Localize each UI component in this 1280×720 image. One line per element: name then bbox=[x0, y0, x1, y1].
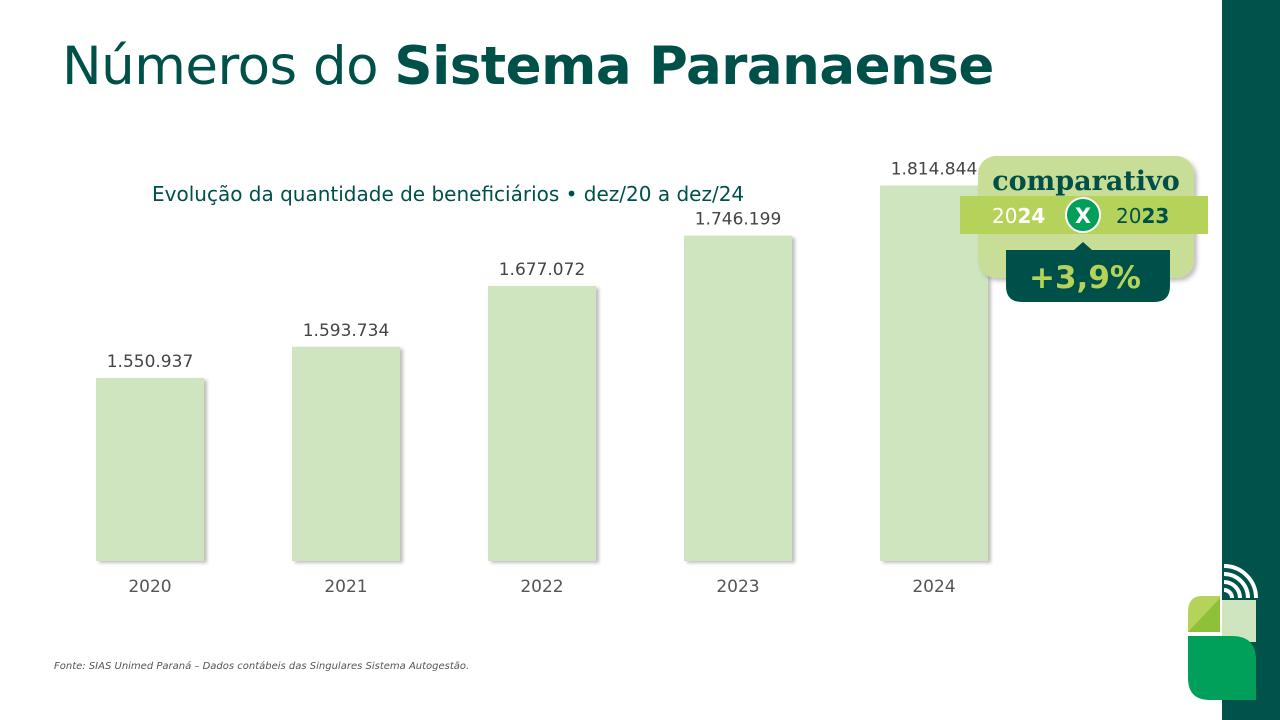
badge-year-2023: 2023 bbox=[1116, 204, 1169, 228]
comparison-badge: comparativo 2024 X 2023 +3,9% bbox=[960, 156, 1208, 302]
badge-year-2024: 2024 bbox=[992, 204, 1045, 228]
bar-chart: 1.550.937 2020 1.593.734 2021 1.677.072 2022 1… bbox=[96, 160, 988, 597]
bar-2023 bbox=[684, 235, 792, 561]
bar-2020 bbox=[96, 378, 204, 561]
title-regular: Números do bbox=[62, 36, 379, 97]
x-tick-label-2021: 2021 bbox=[324, 577, 367, 597]
unimed-logo-icon bbox=[1188, 564, 1258, 700]
source-note: Fonte: SIAS Unimed Paraná – Dados contáb… bbox=[54, 661, 470, 672]
bar-2024 bbox=[880, 185, 988, 561]
chart-title: Evolução da quantidade de beneficiários … bbox=[152, 182, 745, 206]
x-tick-label-2023: 2023 bbox=[716, 577, 759, 597]
bar-2022 bbox=[488, 286, 596, 561]
bar-value-label-2023: 1.746.199 bbox=[695, 210, 782, 230]
bar-value-label-2021: 1.593.734 bbox=[303, 321, 390, 341]
bar-value-label-2022: 1.677.072 bbox=[499, 260, 586, 280]
badge-change-value: +3,9% bbox=[1029, 260, 1141, 296]
badge-label: comparativo bbox=[992, 166, 1180, 197]
badge-vs-circle bbox=[1065, 197, 1101, 233]
bar-value-label-2024: 1.814.844 bbox=[891, 160, 978, 180]
bar-2021 bbox=[292, 346, 400, 561]
bar-value-label-2020: 1.550.937 bbox=[107, 352, 194, 372]
title-bold: Sistema Paranaense bbox=[394, 36, 994, 97]
x-tick-label-2022: 2022 bbox=[520, 577, 563, 597]
badge-result-box bbox=[1006, 242, 1170, 302]
page-title: Números do Sistema Paranaense bbox=[62, 36, 994, 97]
badge-vs-icon: X bbox=[1075, 204, 1091, 228]
x-tick-label-2024: 2024 bbox=[912, 577, 955, 597]
x-tick-label-2020: 2020 bbox=[128, 577, 171, 597]
